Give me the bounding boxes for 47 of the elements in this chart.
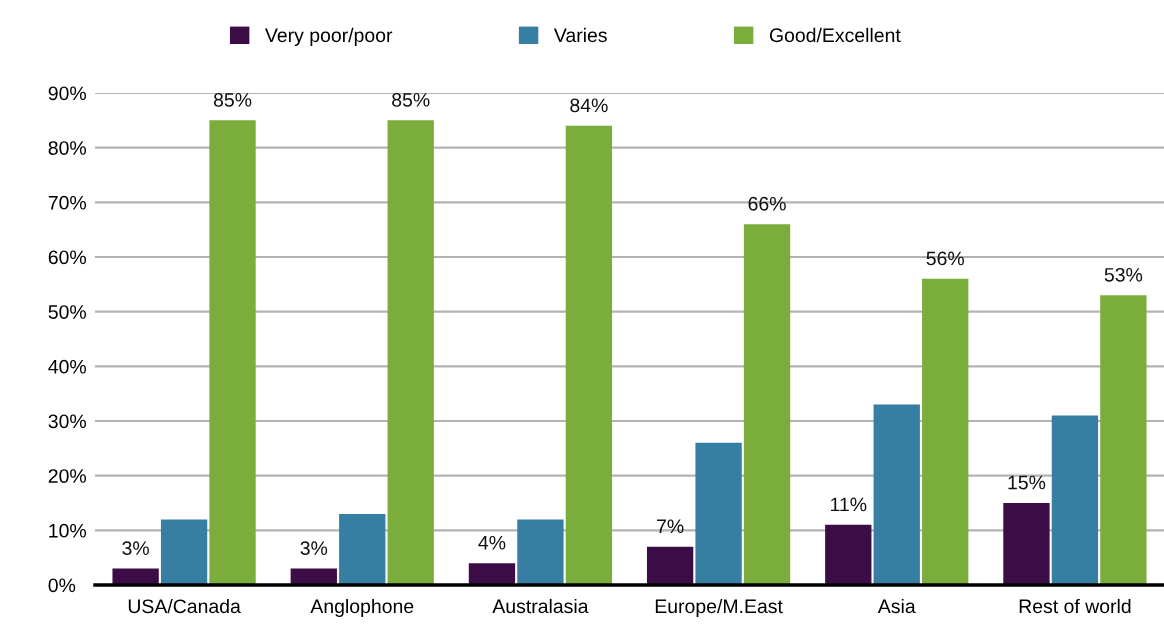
bar [387,120,434,585]
legend-label: Very poor/poor [265,27,393,46]
y-tick-label: 40% [48,359,86,374]
bar [646,546,694,585]
data-label: 4% [478,535,506,550]
bar [825,524,872,585]
bar [695,442,742,585]
bar [922,278,969,585]
bar [339,513,386,585]
data-label: 85% [213,93,252,107]
data-label: 7% [657,519,684,534]
bar [1051,415,1099,585]
y-tick-label: 0% [48,578,76,593]
x-tick-label: Asia [877,598,916,614]
bar [517,519,564,585]
x-tick-label: Anglophone [310,598,414,618]
data-label: 85% [392,93,430,107]
data-label: 15% [1008,475,1046,490]
bar [1003,503,1050,585]
y-tick-label: 20% [48,469,86,483]
bar [160,519,208,585]
y-tick-label: 10% [49,523,86,538]
bar [1100,295,1147,585]
x-tick-label: Europe/M.East [655,598,783,618]
data-label: 3% [122,541,149,556]
data-label: 11% [831,497,867,512]
data-label: 3% [300,541,328,556]
y-tick-label: 30% [48,414,86,429]
y-tick-label: 80% [48,141,86,155]
x-tick-label: Australasia [492,598,589,614]
y-tick-label: 90% [48,86,86,101]
bar [565,125,613,585]
bar [468,563,516,585]
x-tick-label: USA/Canada [128,598,241,614]
y-tick-label: 60% [48,250,86,265]
y-tick-label: 70% [48,195,86,210]
data-label: 84% [570,98,608,113]
legend-label: Varies [553,27,607,43]
data-label: 53% [1104,267,1143,282]
bar [209,120,256,585]
legend-label: Good/Excellent [769,27,901,43]
data-label: 56% [926,251,964,266]
x-tick-label: Rest of world [1019,598,1131,614]
y-tick-label: 50% [48,305,86,319]
data-label: 66% [748,196,786,211]
bar [873,404,920,585]
bar [743,224,791,585]
